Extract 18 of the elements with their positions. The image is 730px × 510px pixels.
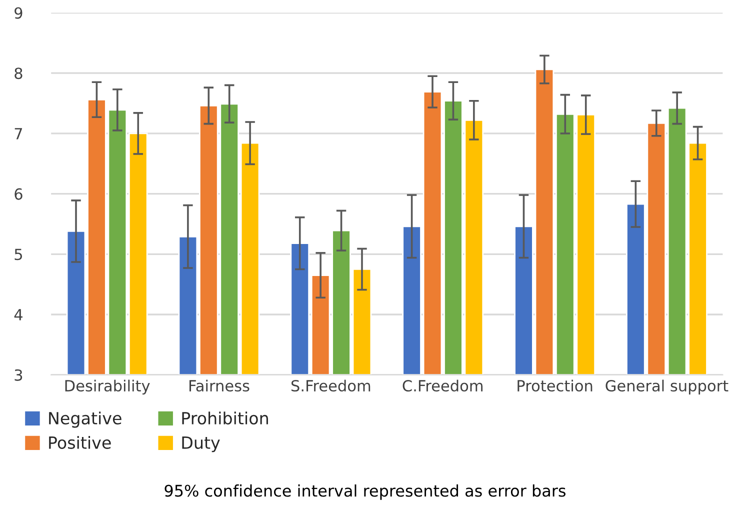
x-tick-label: Fairness (189, 380, 250, 392)
legend-label: Duty (182, 436, 220, 452)
x-tick-label: General support (606, 380, 728, 394)
x-tick-label: C.Freedom (402, 380, 482, 392)
x-tick-label: Desirability (65, 380, 150, 394)
text: 95% confidence interval represented as error bars (164, 484, 566, 500)
y-tick-label: 5 (14, 248, 22, 260)
y-tick-label: 7 (14, 128, 22, 140)
y-tick-label: 8 (14, 68, 22, 80)
legend-label: Positive (49, 436, 111, 449)
legend-label: Prohibition (182, 412, 268, 424)
x-tick-label: S.Freedom (291, 380, 370, 392)
legend-label: Negative (49, 412, 122, 428)
y-tick-label: 6 (14, 188, 22, 200)
y-tick-label: 4 (14, 309, 22, 320)
x-tick-label: Protection (518, 380, 592, 392)
y-tick-label: 9 (14, 7, 22, 19)
y-tick-label: 3 (14, 369, 22, 381)
